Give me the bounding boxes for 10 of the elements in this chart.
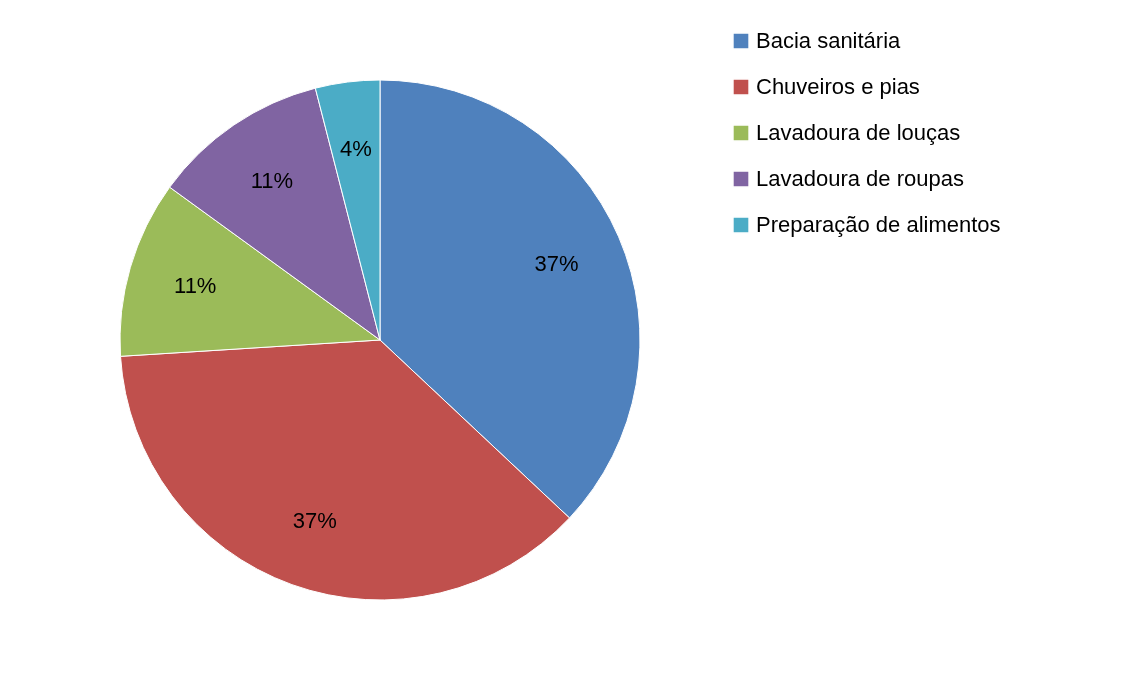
legend-label: Preparação de alimentos (756, 212, 1001, 237)
legend-label: Lavadoura de louças (756, 120, 961, 145)
data-label: 37% (534, 250, 579, 276)
data-label: 4% (339, 136, 372, 162)
data-label: 11% (174, 273, 217, 299)
data-label: 37% (292, 508, 337, 534)
legend-label: Lavadoura de roupas (756, 166, 964, 191)
legend-label: Chuveiros e pias (756, 74, 920, 99)
data-label: 11% (250, 167, 294, 193)
legend-label: Bacia sanitária (756, 28, 902, 53)
